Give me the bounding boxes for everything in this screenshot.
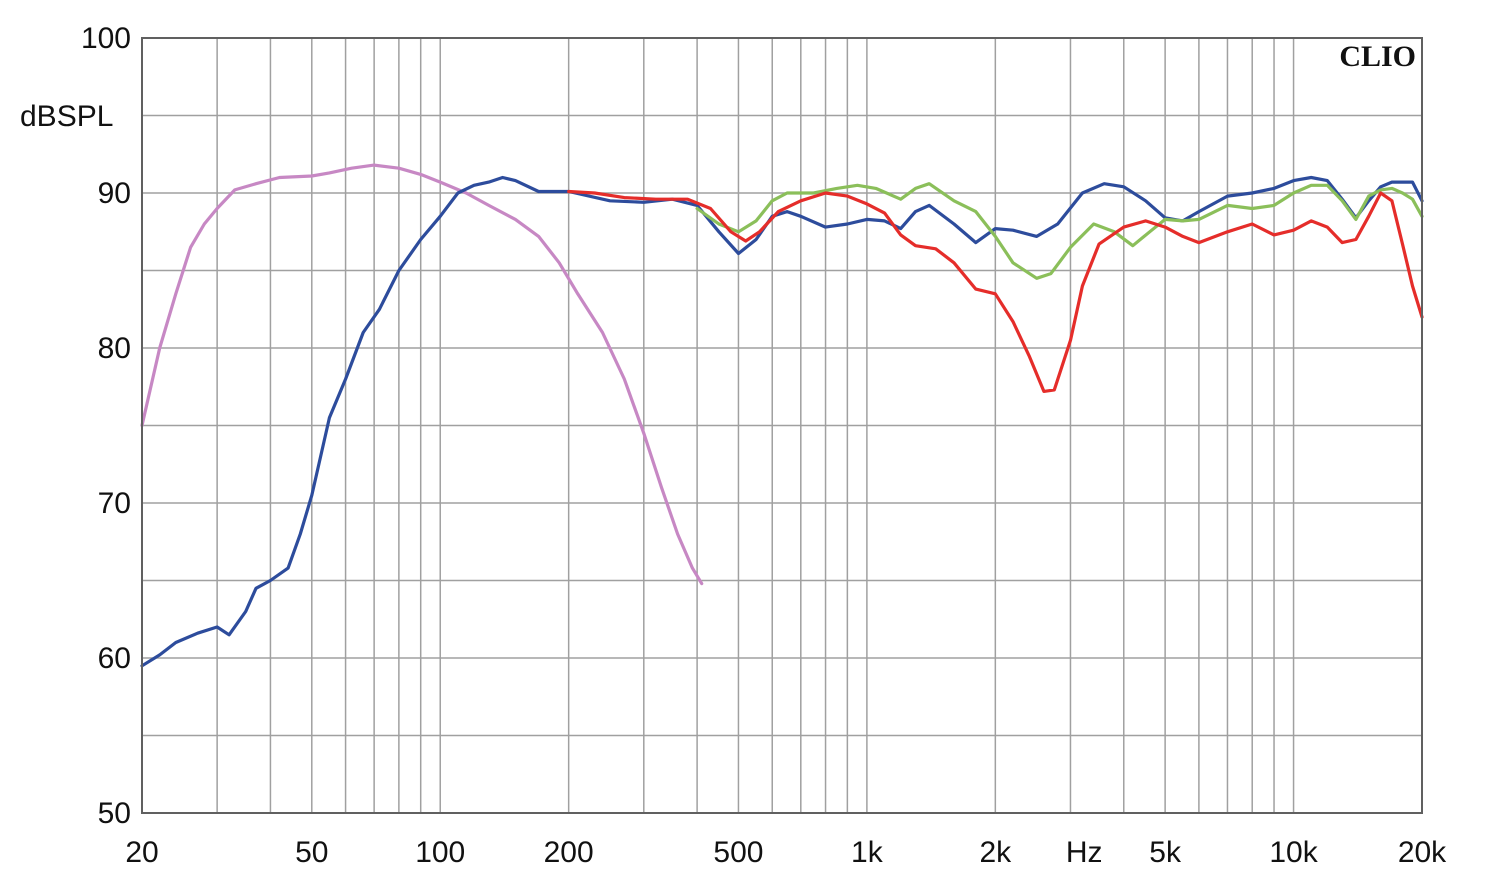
x-tick-label-1k: 1k bbox=[851, 836, 884, 869]
y-tick-label-50: 50 bbox=[98, 797, 131, 830]
x-tick-label-10k: 10k bbox=[1269, 836, 1318, 869]
series-line-3 bbox=[695, 182, 1424, 280]
y-tick-label-100: 100 bbox=[81, 22, 131, 55]
plot-frame bbox=[141, 37, 1423, 814]
series-line-4 bbox=[567, 189, 1424, 393]
x-tick-label-200: 200 bbox=[544, 836, 594, 869]
x-tick-label-20: 20 bbox=[125, 836, 158, 869]
y-axis-label: dBSPL bbox=[20, 100, 113, 133]
y-tick-label-60: 60 bbox=[98, 642, 131, 675]
x-tick-labels: 20 50 100 200 500 1k 2k 5k 10k 20k Hz bbox=[125, 836, 1447, 869]
x-axis-label: Hz bbox=[1066, 836, 1103, 869]
y-tick-labels: 50 60 70 80 90 100 bbox=[81, 22, 131, 830]
x-tick-label-100: 100 bbox=[415, 836, 465, 869]
series-line-2 bbox=[140, 175, 1424, 668]
series-group bbox=[140, 163, 1424, 668]
y-tick-label-70: 70 bbox=[98, 487, 131, 520]
x-tick-label-5k: 5k bbox=[1149, 836, 1182, 869]
x-tick-label-500: 500 bbox=[713, 836, 763, 869]
clio-brand-logo: CLIO bbox=[1339, 40, 1416, 73]
series-line-1 bbox=[140, 163, 704, 586]
x-tick-label-50: 50 bbox=[295, 836, 328, 869]
x-tick-label-20k: 20k bbox=[1398, 836, 1447, 869]
y-tick-label-80: 80 bbox=[98, 332, 131, 365]
x-tick-label-2k: 2k bbox=[979, 836, 1012, 869]
y-tick-label-90: 90 bbox=[98, 177, 131, 210]
